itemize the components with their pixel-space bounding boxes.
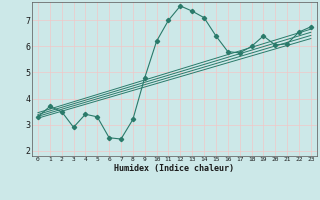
X-axis label: Humidex (Indice chaleur): Humidex (Indice chaleur)	[115, 164, 234, 173]
